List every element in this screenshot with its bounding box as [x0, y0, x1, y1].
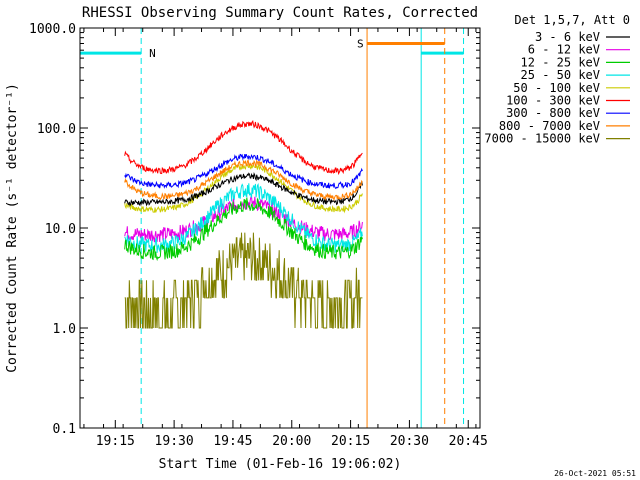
timestamp: 26-Oct-2021 05:51 [554, 469, 636, 478]
series-layer [124, 120, 363, 329]
flag-markers: NS [79, 28, 465, 428]
series-line-50-100- [124, 162, 363, 214]
legend-label: 100 - 300 keV [506, 94, 600, 108]
y-tick-label: 10.0 [45, 222, 76, 237]
series-line-7000-15000- [124, 232, 363, 329]
legend-label: 3 - 6 keV [535, 30, 600, 44]
legend-label: 6 - 12 keV [528, 43, 600, 57]
series-line-25-50- [124, 182, 363, 253]
y-tick-label: 100.0 [37, 122, 76, 137]
legend-title: Det 1,5,7, Att 0 [514, 13, 630, 27]
legend-label: 800 - 7000 keV [499, 119, 600, 133]
y-tick-label: 1000.0 [29, 22, 76, 37]
flag-label: N [149, 47, 156, 60]
flag-label: S [357, 37, 364, 50]
legend-label: 25 - 50 keV [521, 68, 600, 82]
series-line-12-25- [124, 197, 363, 262]
x-tick-label: 20:15 [331, 434, 370, 449]
x-tick-label: 20:00 [272, 434, 311, 449]
y-axis-label: Corrected Count Rate (s⁻¹ detector⁻¹) [5, 83, 20, 373]
x-axis-label: Start Time (01-Feb-16 19:06:02) [159, 457, 402, 472]
y-tick-label: 1.0 [53, 322, 76, 337]
legend-label: 7000 - 15000 keV [484, 132, 600, 146]
series-line-800-7000- [124, 159, 363, 202]
legend-label: 12 - 25 keV [521, 55, 600, 69]
plot-frame [79, 27, 481, 429]
series-line-300-800- [124, 153, 363, 190]
series-line-3-6- [124, 171, 363, 207]
x-axis: 19:15 19:30 19:45 20:00 20:15 20:30 20:45 [83, 28, 488, 449]
chart-title: RHESSI Observing Summary Count Rates, Co… [82, 5, 478, 21]
x-tick-label: 19:45 [213, 434, 252, 449]
series-line-100-300- [124, 120, 363, 176]
y-tick-label: 0.1 [53, 422, 76, 437]
y-axis: 0.1 1.0 10.0 100.0 1000.0 [29, 22, 480, 437]
legend-label: 50 - 100 keV [513, 81, 600, 95]
x-tick-label: 19:30 [155, 434, 194, 449]
x-tick-label: 20:45 [449, 434, 488, 449]
x-tick-label: 20:30 [390, 434, 429, 449]
legend-label: 300 - 800 keV [506, 106, 600, 120]
x-tick-label: 19:15 [96, 434, 135, 449]
